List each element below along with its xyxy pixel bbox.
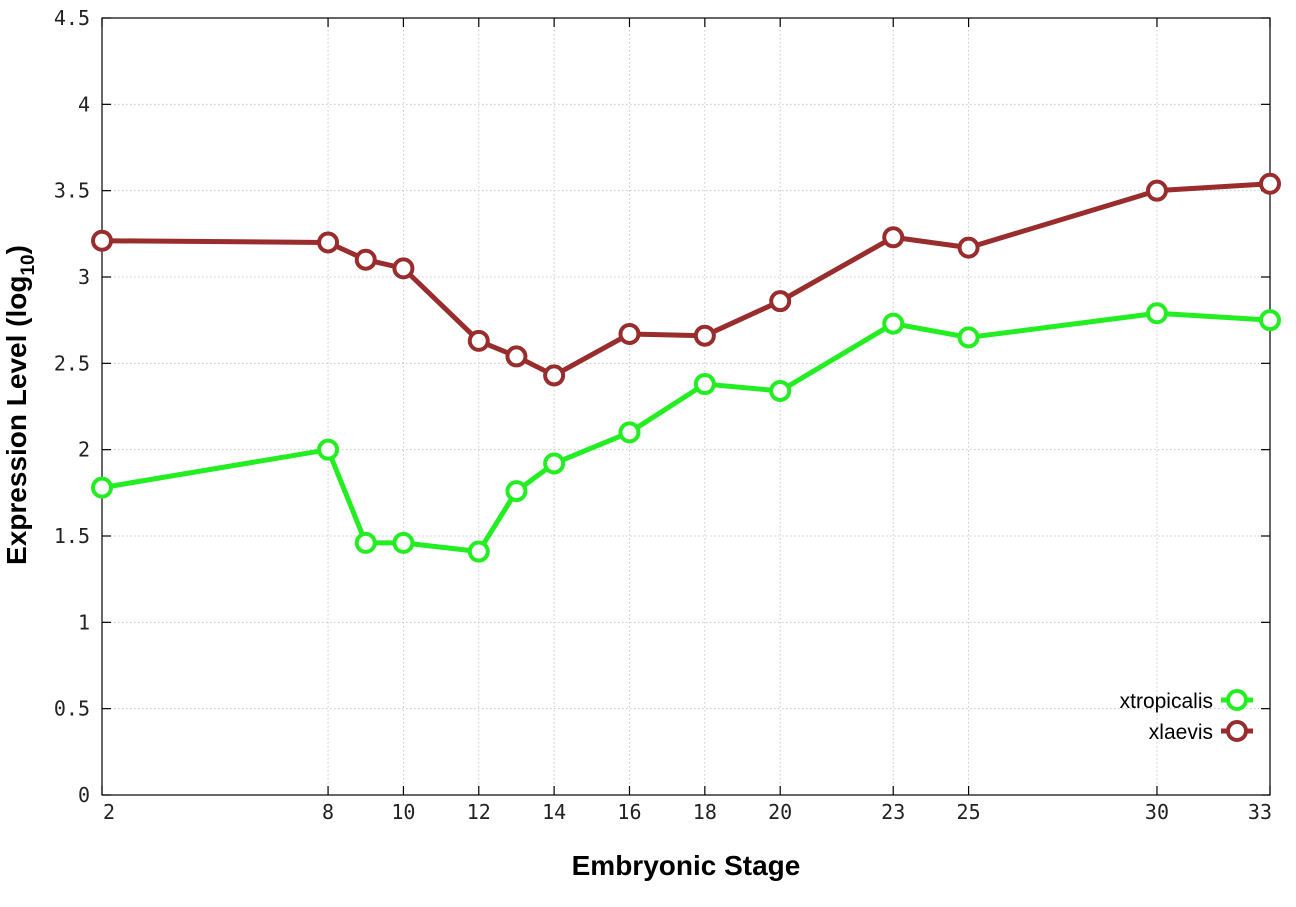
y-axis-title-subscript: 10	[18, 254, 39, 275]
data-point-xlaevis	[354, 248, 377, 271]
data-point-xtropicalis	[317, 438, 340, 461]
data-point-xtropicalis	[543, 452, 566, 475]
data-point-xtropicalis	[354, 531, 377, 554]
y-tick-label: 4.5	[54, 6, 90, 30]
legend: xtropicalis xlaevis	[1120, 689, 1253, 744]
data-point-xlaevis	[618, 322, 641, 345]
legend-label-xtropicalis: xtropicalis	[1120, 690, 1213, 713]
series-line-xtropicalis	[99, 310, 1273, 555]
data-point-xlaevis	[693, 324, 716, 347]
legend-label-xlaevis: xlaevis	[1149, 721, 1213, 744]
x-tick-label: 16	[617, 800, 641, 824]
series-xlaevis	[91, 172, 1281, 387]
y-tick-label: 2	[78, 438, 90, 462]
data-point-xtropicalis	[1259, 309, 1281, 332]
data-point-xtropicalis	[618, 421, 641, 444]
series-layer	[91, 172, 1281, 563]
series-line-xlaevis	[99, 181, 1273, 378]
x-tick-label: 20	[768, 800, 792, 824]
x-tick-label: 23	[881, 800, 905, 824]
x-axis-title: Embryonic Stage	[572, 850, 801, 881]
y-tick-label: 0.5	[54, 697, 90, 721]
data-point-xtropicalis	[505, 480, 528, 503]
data-point-xtropicalis	[693, 373, 716, 396]
y-tick-label: 1	[78, 610, 90, 634]
data-point-xlaevis	[882, 226, 905, 249]
x-tick-label: 2	[103, 800, 115, 824]
x-tick-label: 33	[1248, 800, 1272, 824]
y-tick-label: 3.5	[54, 179, 90, 203]
y-tick-label: 1.5	[54, 524, 90, 548]
data-point-xtropicalis	[957, 326, 980, 349]
data-point-xlaevis	[91, 229, 113, 252]
data-point-xtropicalis	[882, 312, 905, 335]
y-tick-label: 2.5	[54, 351, 90, 375]
x-tick-label: 25	[957, 800, 981, 824]
legend-swatch-marker	[1226, 689, 1248, 711]
data-point-xtropicalis	[769, 379, 792, 402]
grid	[102, 18, 1270, 795]
data-point-xlaevis	[392, 257, 415, 280]
y-tick-label: 0	[78, 783, 90, 807]
x-tick-label: 14	[542, 800, 566, 824]
x-tick-label: 18	[693, 800, 717, 824]
y-tick-label: 4	[78, 92, 90, 116]
x-tick-label: 8	[322, 800, 334, 824]
data-point-xtropicalis	[91, 476, 113, 499]
y-axis-title-main: Expression Level (log	[1, 276, 32, 565]
data-point-xlaevis	[769, 290, 792, 313]
x-tick-label: 10	[391, 800, 415, 824]
y-axis-title: Expression Level (log10)	[1, 245, 39, 565]
y-tick-label: 3	[78, 265, 90, 289]
data-point-xlaevis	[543, 364, 566, 387]
plot-frame	[101, 17, 1271, 796]
data-point-xlaevis	[505, 345, 528, 368]
data-point-xlaevis	[467, 329, 490, 352]
data-point-xtropicalis	[1145, 302, 1168, 325]
x-tick-label: 12	[467, 800, 491, 824]
data-point-xlaevis	[957, 236, 980, 259]
y-axis-title-close: )	[1, 245, 32, 254]
series-xtropicalis	[91, 302, 1281, 563]
data-point-xtropicalis	[467, 540, 490, 563]
data-point-xlaevis	[1259, 172, 1281, 195]
x-tick-label: 30	[1145, 800, 1169, 824]
axis-ticks: 0 0.5 1 1.5 2 2.5 3 3.5 4 4.5 2 8 10 12 14 16 18 20 23 25 30…	[54, 6, 1272, 824]
data-point-xlaevis	[317, 231, 340, 254]
legend-swatch-marker	[1226, 720, 1248, 742]
data-point-xtropicalis	[392, 531, 415, 554]
data-point-xlaevis	[1145, 179, 1168, 202]
